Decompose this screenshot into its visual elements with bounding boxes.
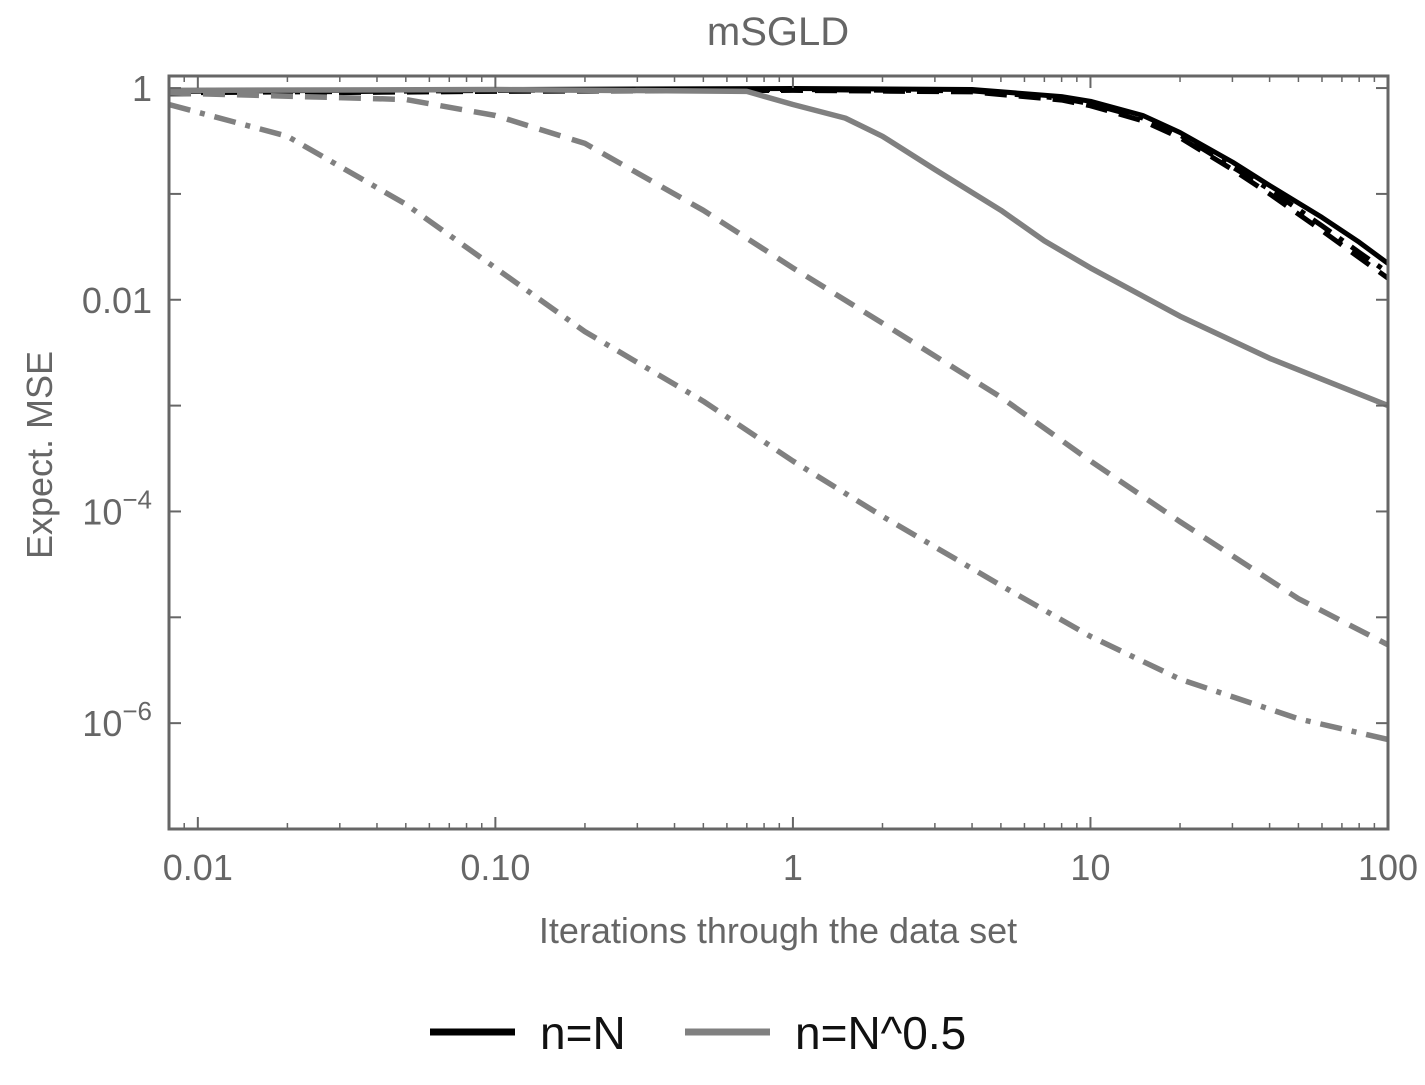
y-tick-label-2: 0.01 bbox=[82, 280, 152, 321]
y-tick-label-3: 10−4 bbox=[82, 484, 152, 532]
y-axis-title: Expect. MSE bbox=[19, 351, 60, 559]
x-tick-label-3: 1 bbox=[783, 847, 803, 888]
series-line-4 bbox=[169, 86, 1388, 409]
legend-label-2: n=N^0.5 bbox=[795, 1007, 966, 1059]
series-line-3 bbox=[169, 87, 1388, 275]
y-tick-label-1: 1 bbox=[132, 68, 152, 109]
series-line-6 bbox=[169, 101, 1388, 743]
x-tick-label-2: 0.10 bbox=[460, 847, 530, 888]
plot-frame bbox=[167, 74, 1390, 831]
series-line-2 bbox=[169, 87, 1388, 281]
x-tick-label-1: 0.01 bbox=[163, 847, 233, 888]
chart-title: mSGLD bbox=[707, 10, 849, 54]
legend-label-1: n=N bbox=[540, 1007, 626, 1059]
x-axis-title: Iterations through the data set bbox=[539, 910, 1017, 951]
series-line-5 bbox=[169, 90, 1388, 648]
x-tick-label-5: 100 bbox=[1358, 847, 1418, 888]
x-tick-label-4: 10 bbox=[1070, 847, 1110, 888]
legend: n=N n=N^0.5 bbox=[430, 1007, 966, 1059]
y-tick-label-4: 10−6 bbox=[82, 696, 152, 744]
